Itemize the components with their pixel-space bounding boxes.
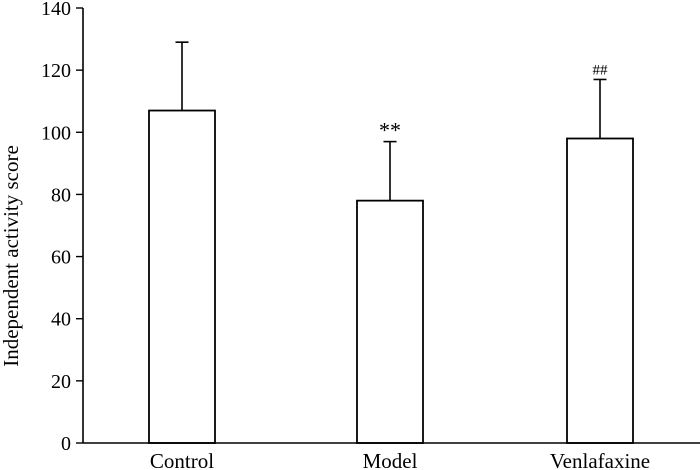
y-tick-label: 100 bbox=[41, 122, 71, 144]
significance-label: ## bbox=[593, 62, 609, 78]
x-tick-label-venlafaxine: Venlafaxine bbox=[550, 449, 650, 470]
x-tick-label-control: Control bbox=[150, 449, 214, 470]
y-tick-label: 40 bbox=[51, 309, 71, 331]
error-bars bbox=[175, 41, 607, 201]
bars bbox=[148, 109, 634, 444]
y-tick-label: 140 bbox=[41, 0, 71, 20]
significance-labels: ** ## bbox=[379, 62, 608, 142]
y-tick-label: 20 bbox=[51, 371, 71, 393]
y-axis-label: Independent activity score bbox=[0, 145, 23, 367]
bar-model bbox=[356, 199, 424, 444]
y-tick-label: 120 bbox=[41, 60, 71, 82]
y-tick-label: 60 bbox=[51, 247, 71, 269]
bar-control bbox=[148, 109, 216, 444]
significance-label: ** bbox=[379, 118, 401, 143]
x-axis-labels: Control Model Venlafaxine bbox=[150, 449, 650, 470]
bar-venlafaxine bbox=[566, 137, 634, 444]
y-tick-label: 80 bbox=[51, 184, 71, 206]
y-axis-ticks: 0 20 40 60 80 100 120 140 bbox=[41, 0, 83, 455]
y-tick-label: 0 bbox=[61, 433, 71, 455]
x-tick-label-model: Model bbox=[363, 449, 418, 470]
